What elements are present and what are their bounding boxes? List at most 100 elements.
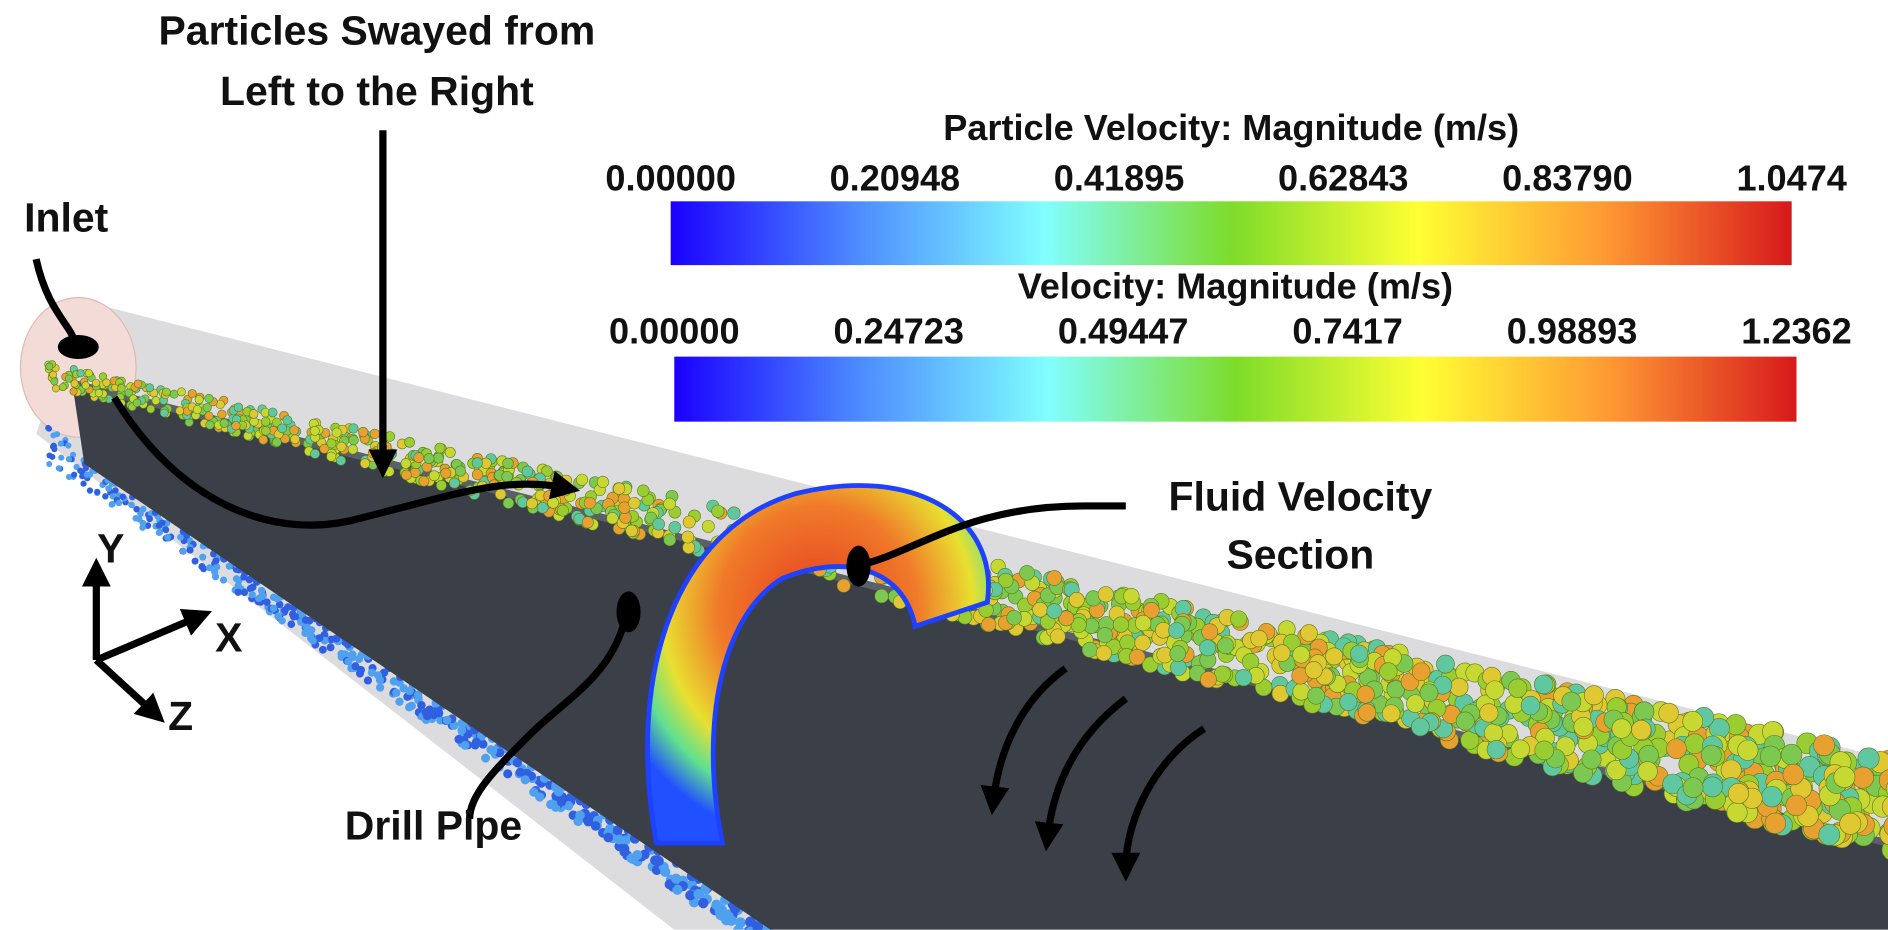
particle — [735, 917, 746, 928]
particle — [419, 476, 429, 486]
particle — [660, 867, 670, 877]
colorbar-tick-label: 0.62843 — [1278, 157, 1409, 198]
particle — [368, 669, 376, 677]
particle — [1251, 630, 1268, 647]
particle — [417, 701, 426, 710]
particle — [1358, 704, 1376, 722]
particle — [429, 471, 439, 481]
particle — [87, 472, 93, 478]
particle — [1685, 734, 1705, 754]
particle — [1217, 637, 1233, 653]
particle — [472, 469, 483, 480]
particle — [1814, 735, 1835, 756]
particle — [1721, 760, 1741, 780]
particle — [1534, 675, 1553, 694]
colorbar-title: Velocity: Magnitude (m/s) — [1018, 266, 1453, 307]
particle — [702, 520, 714, 532]
colorbars: Particle Velocity: Magnitude (m/s)0.0000… — [605, 107, 1851, 422]
particle — [58, 455, 64, 461]
particle — [1484, 724, 1502, 742]
particle — [1702, 777, 1722, 797]
particle — [85, 369, 93, 377]
particle — [46, 363, 53, 370]
particle — [177, 388, 185, 396]
particle — [351, 662, 359, 670]
particle — [1097, 627, 1112, 642]
particle — [526, 498, 537, 509]
particle — [607, 512, 619, 524]
particle — [170, 390, 178, 398]
particle — [455, 466, 465, 476]
particle — [50, 444, 56, 450]
particle — [521, 775, 530, 784]
particle — [162, 388, 170, 396]
particle — [405, 687, 413, 695]
particle — [235, 582, 242, 589]
particle — [212, 573, 219, 580]
particle — [336, 456, 346, 466]
particle — [395, 697, 403, 705]
particle — [1200, 671, 1216, 687]
particle — [87, 487, 93, 493]
particle — [132, 515, 139, 522]
particle — [1170, 646, 1186, 662]
particle — [1382, 705, 1400, 723]
particle — [1683, 711, 1703, 731]
particle — [105, 485, 111, 491]
particle — [1113, 617, 1129, 633]
particle — [1230, 611, 1247, 628]
particle — [1357, 686, 1374, 703]
particle — [1521, 696, 1540, 715]
particle — [1511, 740, 1530, 759]
particle — [50, 371, 57, 378]
colorbar — [674, 357, 1796, 422]
particle — [327, 643, 335, 651]
particle — [268, 408, 277, 417]
particle — [364, 676, 372, 684]
particle — [626, 525, 638, 537]
particle — [1420, 684, 1438, 702]
particle — [503, 498, 514, 509]
particle — [582, 517, 593, 528]
particle — [302, 616, 310, 624]
particle — [837, 579, 850, 592]
particle — [461, 741, 470, 750]
particle — [597, 476, 609, 488]
particle — [552, 471, 563, 482]
particle — [449, 478, 459, 488]
particle — [349, 424, 359, 434]
axis-label: Z — [168, 693, 193, 739]
particle — [410, 468, 420, 478]
particle — [1584, 686, 1603, 705]
particle — [94, 489, 100, 495]
particle — [1701, 745, 1721, 765]
particle — [405, 703, 413, 711]
particle — [637, 485, 649, 497]
particle — [1300, 625, 1317, 642]
particle — [77, 468, 83, 474]
particle — [272, 438, 281, 447]
particle — [392, 689, 400, 697]
particle — [259, 435, 268, 444]
particle — [281, 607, 289, 615]
particle — [290, 426, 299, 435]
particle — [319, 646, 327, 654]
particle — [1638, 762, 1658, 782]
particle — [278, 424, 287, 433]
particle — [180, 548, 187, 555]
particle — [288, 620, 296, 628]
particle — [488, 746, 497, 755]
particle — [51, 378, 58, 385]
axis-label: Y — [97, 526, 124, 572]
particle — [628, 497, 640, 509]
particle — [557, 505, 568, 516]
particle — [1340, 693, 1357, 710]
particle — [358, 427, 368, 437]
axis-arrow — [96, 660, 154, 713]
particle — [435, 443, 445, 453]
particle — [401, 470, 411, 480]
particle — [1634, 702, 1654, 722]
particle — [1050, 629, 1065, 644]
particle — [1487, 740, 1506, 759]
page: Particles Swayed from Left to the Right … — [0, 0, 1888, 930]
